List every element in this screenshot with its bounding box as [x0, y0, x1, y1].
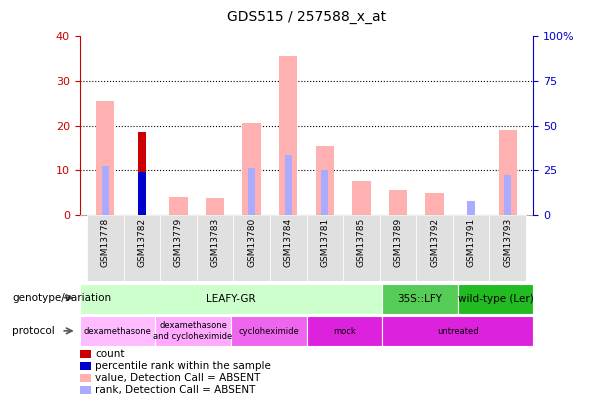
- Bar: [124, 215, 160, 281]
- Text: rank, Detection Call = ABSENT: rank, Detection Call = ABSENT: [95, 385, 256, 395]
- Bar: [382, 316, 533, 346]
- Bar: [243, 123, 261, 215]
- Text: GDS515 / 257588_x_at: GDS515 / 257588_x_at: [227, 10, 386, 24]
- Bar: [458, 284, 533, 314]
- Bar: [468, 201, 475, 215]
- Bar: [102, 166, 109, 215]
- Bar: [379, 215, 416, 281]
- Text: GSM13792: GSM13792: [430, 218, 439, 267]
- Bar: [80, 316, 155, 346]
- Text: cycloheximide: cycloheximide: [238, 326, 299, 336]
- Bar: [155, 316, 231, 346]
- Bar: [316, 146, 334, 215]
- Text: dexamethasone: dexamethasone: [83, 326, 151, 336]
- Bar: [206, 198, 224, 215]
- Text: value, Detection Call = ABSENT: value, Detection Call = ABSENT: [95, 373, 261, 383]
- Bar: [504, 175, 511, 215]
- Bar: [248, 168, 255, 215]
- Bar: [489, 215, 526, 281]
- Text: GSM13789: GSM13789: [394, 218, 403, 267]
- Text: untreated: untreated: [437, 326, 479, 336]
- Bar: [284, 155, 292, 215]
- Text: count: count: [95, 349, 124, 358]
- Text: GSM13780: GSM13780: [247, 218, 256, 267]
- Bar: [138, 173, 145, 215]
- Text: dexamethasone
and cycloheximide: dexamethasone and cycloheximide: [153, 322, 233, 341]
- Text: GSM13778: GSM13778: [101, 218, 110, 267]
- Bar: [343, 215, 379, 281]
- Text: GSM13785: GSM13785: [357, 218, 366, 267]
- Bar: [270, 215, 306, 281]
- Bar: [453, 215, 489, 281]
- Bar: [234, 215, 270, 281]
- Bar: [306, 316, 382, 346]
- Bar: [352, 181, 370, 215]
- Text: GSM13791: GSM13791: [466, 218, 476, 267]
- Bar: [382, 284, 458, 314]
- Text: 35S::LFY: 35S::LFY: [397, 294, 443, 304]
- Bar: [306, 215, 343, 281]
- Bar: [169, 197, 188, 215]
- Bar: [231, 316, 306, 346]
- Text: percentile rank within the sample: percentile rank within the sample: [95, 361, 271, 371]
- Bar: [138, 132, 145, 215]
- Bar: [96, 101, 115, 215]
- Bar: [498, 130, 517, 215]
- Bar: [160, 215, 197, 281]
- Text: GSM13784: GSM13784: [284, 218, 293, 267]
- Text: GSM13793: GSM13793: [503, 218, 512, 267]
- Text: GSM13781: GSM13781: [320, 218, 329, 267]
- Text: protocol: protocol: [12, 326, 55, 336]
- Bar: [321, 170, 329, 215]
- Text: genotype/variation: genotype/variation: [12, 294, 112, 303]
- Text: GSM13779: GSM13779: [174, 218, 183, 267]
- Text: GSM13783: GSM13783: [210, 218, 219, 267]
- Bar: [87, 215, 124, 281]
- Text: wild-type (Ler): wild-type (Ler): [458, 294, 533, 304]
- Bar: [80, 284, 382, 314]
- Text: mock: mock: [333, 326, 356, 336]
- Bar: [389, 190, 407, 215]
- Bar: [197, 215, 234, 281]
- Text: GSM13782: GSM13782: [137, 218, 147, 267]
- Bar: [279, 57, 297, 215]
- Bar: [416, 215, 453, 281]
- Text: LEAFY-GR: LEAFY-GR: [206, 294, 256, 304]
- Bar: [425, 193, 444, 215]
